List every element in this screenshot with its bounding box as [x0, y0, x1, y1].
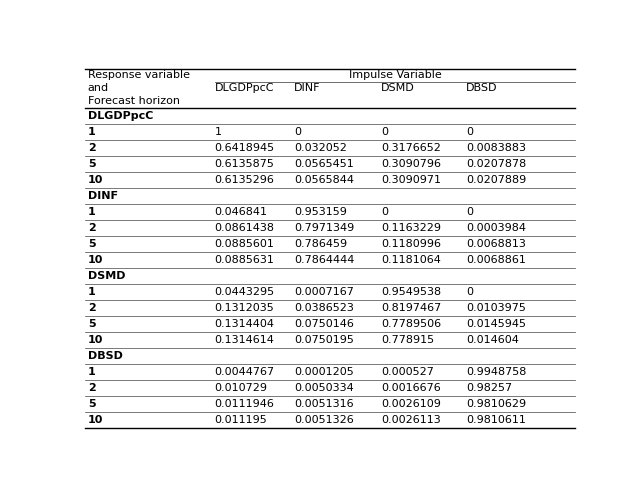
- Text: 0.0051316: 0.0051316: [294, 399, 354, 409]
- Text: 10: 10: [88, 175, 103, 185]
- Text: DBSD: DBSD: [466, 83, 498, 93]
- Text: 10: 10: [88, 255, 103, 265]
- Text: DINF: DINF: [88, 191, 117, 201]
- Text: 0: 0: [294, 126, 301, 136]
- Text: 0.014604: 0.014604: [466, 335, 519, 345]
- Text: 0.0050334: 0.0050334: [294, 383, 354, 393]
- Text: 0.0001205: 0.0001205: [294, 367, 354, 377]
- Text: 0.1314614: 0.1314614: [214, 335, 275, 345]
- Text: 5: 5: [88, 319, 96, 329]
- Text: 0.9549538: 0.9549538: [381, 287, 442, 297]
- Text: 0.0443295: 0.0443295: [214, 287, 275, 297]
- Text: 5: 5: [88, 399, 96, 409]
- Text: 0.9810629: 0.9810629: [466, 399, 526, 409]
- Text: DSMD: DSMD: [381, 83, 415, 93]
- Text: 0.1314404: 0.1314404: [214, 319, 275, 329]
- Text: 0.032052: 0.032052: [294, 143, 347, 153]
- Text: 5: 5: [88, 239, 96, 249]
- Text: 0.0861438: 0.0861438: [214, 223, 275, 233]
- Text: DINF: DINF: [294, 83, 321, 93]
- Text: 1: 1: [88, 207, 96, 217]
- Text: 0.6135875: 0.6135875: [214, 159, 275, 169]
- Text: 0.1180996: 0.1180996: [381, 239, 441, 249]
- Text: 0.3176652: 0.3176652: [381, 143, 441, 153]
- Text: 0.0068861: 0.0068861: [466, 255, 526, 265]
- Text: 0.0003984: 0.0003984: [466, 223, 526, 233]
- Text: 0.7971349: 0.7971349: [294, 223, 354, 233]
- Text: 0: 0: [466, 126, 473, 136]
- Text: 0.0044767: 0.0044767: [214, 367, 275, 377]
- Text: 0.0750146: 0.0750146: [294, 319, 354, 329]
- Text: 0.0565451: 0.0565451: [294, 159, 354, 169]
- Text: 0.8197467: 0.8197467: [381, 303, 442, 313]
- Text: and: and: [88, 83, 109, 93]
- Text: 0.011195: 0.011195: [214, 415, 267, 425]
- Text: 0.0083883: 0.0083883: [466, 143, 526, 153]
- Text: 0: 0: [466, 287, 473, 297]
- Text: 0.0386523: 0.0386523: [294, 303, 354, 313]
- Text: 2: 2: [88, 143, 96, 153]
- Text: 0.9948758: 0.9948758: [466, 367, 526, 377]
- Text: 0.0565844: 0.0565844: [294, 175, 354, 185]
- Text: 0.0026109: 0.0026109: [381, 399, 441, 409]
- Text: 1: 1: [214, 126, 221, 136]
- Text: DBSD: DBSD: [88, 351, 123, 361]
- Text: 0.0103975: 0.0103975: [466, 303, 526, 313]
- Text: 0: 0: [466, 207, 473, 217]
- Text: 0.98257: 0.98257: [466, 383, 512, 393]
- Text: 0.0145945: 0.0145945: [466, 319, 526, 329]
- Text: 2: 2: [88, 303, 96, 313]
- Text: Forecast horizon: Forecast horizon: [88, 96, 180, 106]
- Text: 0.0885601: 0.0885601: [214, 239, 275, 249]
- Text: 0.0750195: 0.0750195: [294, 335, 354, 345]
- Text: 0.3090796: 0.3090796: [381, 159, 441, 169]
- Text: 0.000527: 0.000527: [381, 367, 434, 377]
- Text: 0.0068813: 0.0068813: [466, 239, 526, 249]
- Text: 0.0207889: 0.0207889: [466, 175, 526, 185]
- Text: 0.786459: 0.786459: [294, 239, 347, 249]
- Text: 1: 1: [88, 367, 96, 377]
- Text: 0.0016676: 0.0016676: [381, 383, 441, 393]
- Text: DLGDPpcC: DLGDPpcC: [214, 83, 274, 93]
- Text: 2: 2: [88, 383, 96, 393]
- Text: 0.0007167: 0.0007167: [294, 287, 354, 297]
- Text: 0.010729: 0.010729: [214, 383, 268, 393]
- Text: 10: 10: [88, 415, 103, 425]
- Text: 1: 1: [88, 126, 96, 136]
- Text: 1: 1: [88, 287, 96, 297]
- Text: 0.7789506: 0.7789506: [381, 319, 442, 329]
- Text: 0: 0: [381, 126, 388, 136]
- Text: 10: 10: [88, 335, 103, 345]
- Text: 0.1181064: 0.1181064: [381, 255, 441, 265]
- Text: 0.1163229: 0.1163229: [381, 223, 441, 233]
- Text: 2: 2: [88, 223, 96, 233]
- Text: 0.953159: 0.953159: [294, 207, 347, 217]
- Text: Response variable: Response variable: [88, 70, 190, 80]
- Text: 0.0026113: 0.0026113: [381, 415, 441, 425]
- Text: 0.0885631: 0.0885631: [214, 255, 275, 265]
- Text: 0.046841: 0.046841: [214, 207, 268, 217]
- Text: 5: 5: [88, 159, 96, 169]
- Text: 0.6418945: 0.6418945: [214, 143, 275, 153]
- Text: 0.1312035: 0.1312035: [214, 303, 274, 313]
- Text: 0: 0: [381, 207, 388, 217]
- Text: 0.3090971: 0.3090971: [381, 175, 441, 185]
- Text: DSMD: DSMD: [88, 271, 125, 281]
- Text: 0.9810611: 0.9810611: [466, 415, 526, 425]
- Text: 0.0207878: 0.0207878: [466, 159, 526, 169]
- Text: DLGDPpcC: DLGDPpcC: [88, 111, 153, 121]
- Text: Impulse Variable: Impulse Variable: [349, 70, 441, 80]
- Text: 0.0051326: 0.0051326: [294, 415, 354, 425]
- Text: 0.7864444: 0.7864444: [294, 255, 354, 265]
- Text: 0.0111946: 0.0111946: [214, 399, 275, 409]
- Text: 0.778915: 0.778915: [381, 335, 435, 345]
- Text: 0.6135296: 0.6135296: [214, 175, 275, 185]
